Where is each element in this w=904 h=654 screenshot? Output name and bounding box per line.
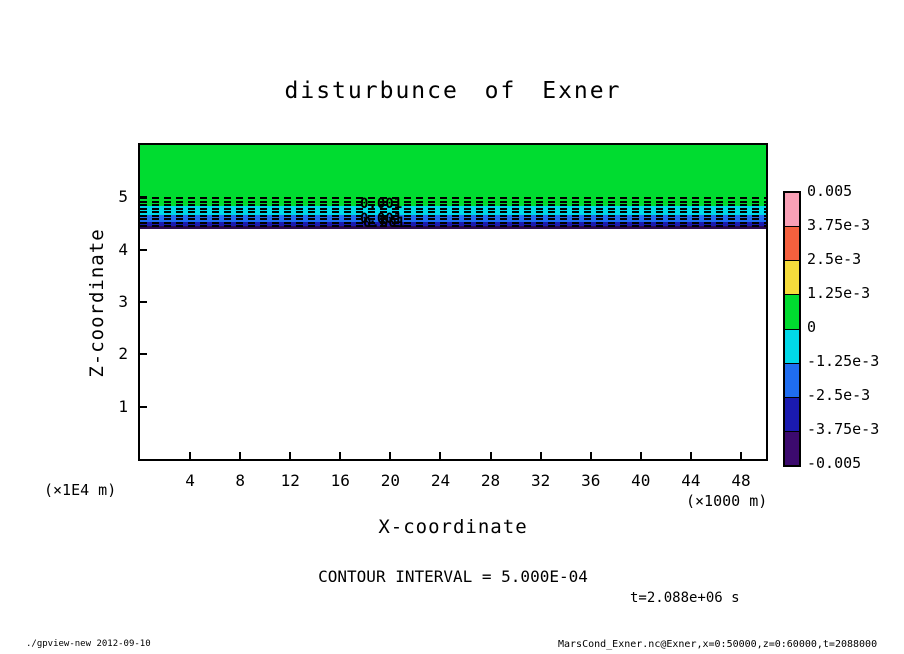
- contour-line-dashed: [140, 221, 766, 224]
- colorbar-tick-label: 1.25e-3: [807, 284, 871, 302]
- contour-label: 0.001: [363, 215, 406, 231]
- x-axis-tick: [689, 452, 692, 459]
- time-annotation: t=2.088e+06 s: [630, 590, 740, 606]
- x-axis-tick: [439, 452, 442, 459]
- contour-line-dashed: [140, 218, 766, 220]
- y-tick-label: 4: [118, 239, 128, 259]
- x-tick-label: 20: [380, 471, 401, 490]
- footer-program-date: ./gpview-new 2012-09-10: [26, 639, 151, 649]
- plot-title: disturbunce of Exner: [284, 78, 622, 104]
- x-axis-tick: [189, 452, 192, 459]
- x-axis-tick: [639, 452, 642, 459]
- x-axis-tick: [339, 452, 342, 459]
- footer-source-info: MarsCond_Exner.nc@Exner,x=0:50000,z=0:60…: [558, 639, 878, 650]
- y-tick-label: 1: [118, 396, 128, 416]
- colorbar-tick-label: 0.005: [807, 182, 853, 200]
- x-tick-label: 8: [235, 471, 245, 490]
- y-tick-label: 2: [118, 344, 128, 364]
- colorbar-box: [785, 226, 799, 261]
- x-axis-tick: [589, 452, 592, 459]
- y-tick-label: 5: [118, 187, 128, 207]
- y-axis-tick: [140, 301, 147, 303]
- x-axis-tick: [539, 452, 542, 459]
- colorbar-tick-label: 3.75e-3: [807, 216, 871, 234]
- band-cyan: [140, 206, 766, 215]
- x-tick-label: 36: [581, 471, 601, 490]
- x-tick-label: 44: [681, 471, 701, 490]
- colorbar-box: [785, 260, 799, 295]
- plot-area: 0.001 0.001 0.001: [138, 143, 768, 461]
- colorbar-tick-label: 0: [807, 318, 817, 336]
- y-axis-unit: (×1E4 m): [44, 481, 117, 499]
- x-axis-tick: [739, 452, 742, 459]
- colorbar-tick-label: -3.75e-3: [807, 420, 880, 438]
- contour-label: 0.001: [360, 211, 403, 227]
- contour-line-dashed: [140, 200, 766, 203]
- x-tick-label: 24: [430, 471, 451, 490]
- colorbar-tick-label: 2.5e-3: [807, 250, 862, 268]
- x-axis-tick: [239, 452, 242, 459]
- y-axis-tick: [140, 248, 147, 251]
- colorbar-box: [785, 294, 799, 329]
- x-tick-label: 12: [280, 471, 300, 490]
- colorbar-box: [785, 328, 799, 363]
- x-tick-label: 28: [480, 471, 501, 490]
- x-axis-tick: [289, 452, 292, 459]
- contour-line-dashed: [140, 214, 766, 217]
- colorbar-tick-label: -2.5e-3: [807, 386, 871, 404]
- x-axis-title: X-coordinate: [378, 516, 528, 538]
- y-axis-tick: [140, 405, 147, 408]
- y-tick-label: 3: [118, 292, 128, 311]
- colorbar-box: [785, 430, 799, 465]
- x-tick-label: 48: [731, 471, 751, 490]
- x-tick-label: 40: [631, 471, 651, 490]
- colorbar-box: [785, 396, 799, 431]
- contour-line-dashed: [140, 207, 766, 210]
- colorbar-tick-label: -1.25e-3: [807, 352, 880, 370]
- band-navy: [140, 222, 766, 226]
- band-green: [140, 145, 766, 206]
- colorbar-tick-label: -0.005: [807, 454, 862, 472]
- y-axis-tick: [140, 353, 147, 356]
- band-darkest: [140, 226, 766, 229]
- contour-line-dashed: [140, 204, 766, 206]
- x-tick-label: 4: [185, 471, 195, 490]
- contour-interval-text: CONTOUR INTERVAL = 5.000E-04: [318, 567, 588, 586]
- contour-label: 0.001: [360, 196, 403, 212]
- x-axis-unit: (×1000 m): [686, 492, 768, 510]
- x-axis-tick: [489, 452, 492, 459]
- contour-line-dashed: [140, 197, 766, 199]
- x-axis-tick: [389, 452, 392, 459]
- colorbar-box: [785, 193, 799, 227]
- contour-line-dashed: [140, 211, 766, 213]
- x-tick-label: 32: [530, 471, 551, 490]
- colorbar-boxes: [783, 191, 801, 467]
- contour-line-dashed: [140, 225, 766, 227]
- colorbar-box: [785, 362, 799, 397]
- x-tick-label: 16: [330, 471, 350, 490]
